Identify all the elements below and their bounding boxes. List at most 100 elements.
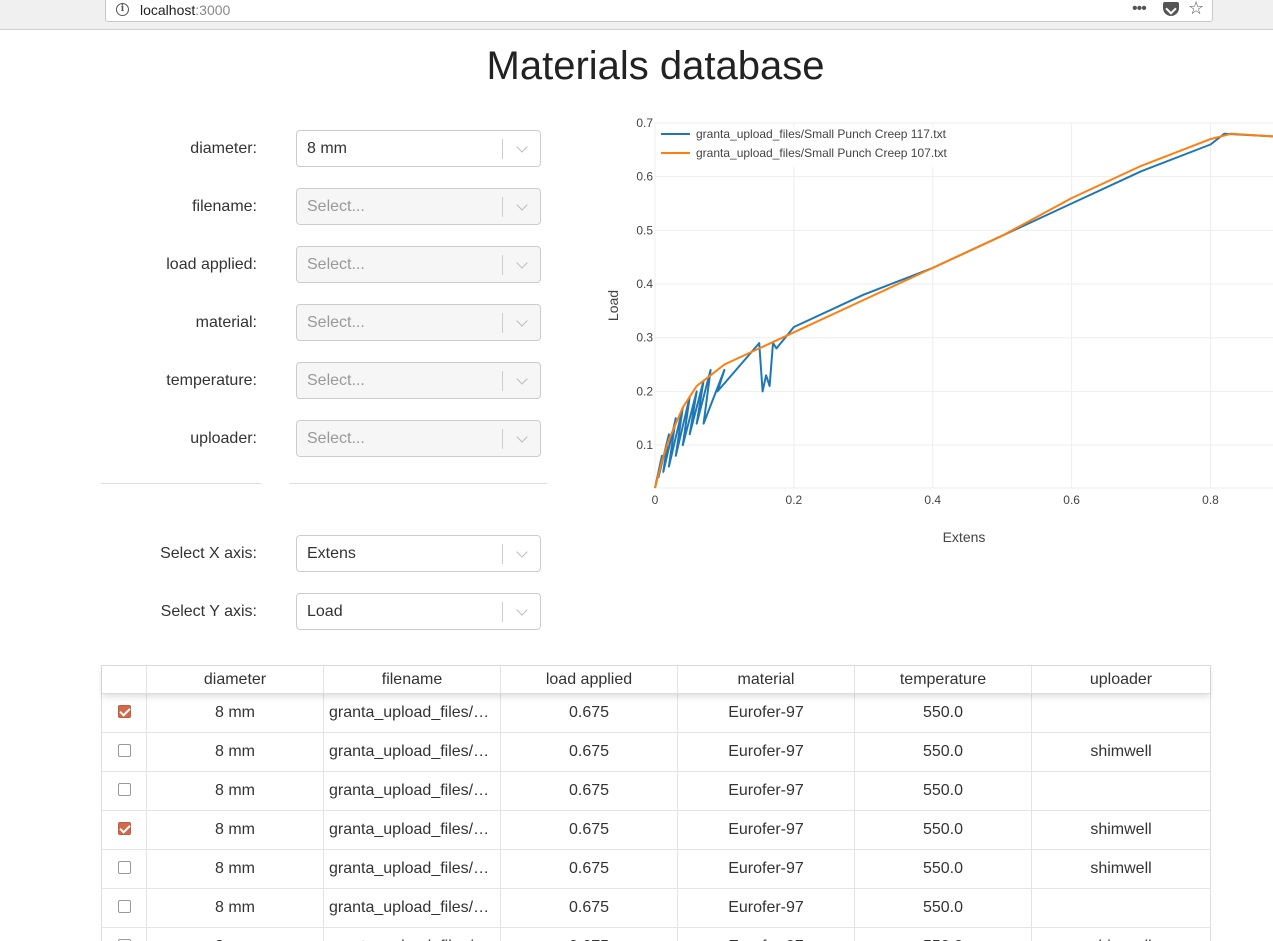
cell-uploader: shimwell <box>1090 860 1152 877</box>
cell-material: Eurofer-97 <box>678 772 855 810</box>
series-line-2[interactable] <box>654 132 1273 489</box>
column-header-material[interactable]: material <box>678 666 855 693</box>
column-header-filename[interactable]: filename <box>324 666 501 693</box>
cell-filename: granta_upload_files/… <box>324 928 501 941</box>
load-applied-dropdown[interactable]: Select... <box>296 246 541 283</box>
series-line-1[interactable] <box>654 132 1273 489</box>
cell-temperature: 550.0 <box>855 772 1032 810</box>
chevron-down-icon[interactable] <box>516 546 528 558</box>
pocket-icon[interactable] <box>1163 2 1179 16</box>
dropdown-separator <box>502 139 503 159</box>
cell-load: 0.675 <box>501 694 678 732</box>
diameter-dropdown[interactable]: 8 mm <box>296 130 541 167</box>
more-icon[interactable]: ••• <box>1132 0 1147 17</box>
divider <box>290 483 547 484</box>
y-tick-label: 0.1 <box>636 438 653 452</box>
cell-diameter: 8 mm <box>147 928 324 941</box>
cell-diameter: 8 mm <box>147 889 324 927</box>
chevron-down-icon[interactable] <box>516 431 528 443</box>
temperature-dropdown[interactable]: Select... <box>296 362 541 399</box>
row-checkbox[interactable] <box>117 704 131 718</box>
temperature-label: temperature: <box>166 372 257 389</box>
chevron-down-icon[interactable] <box>516 141 528 153</box>
row-checkbox[interactable] <box>117 821 131 835</box>
material-value: Select... <box>307 314 365 331</box>
url-text[interactable]: localhost:3000 <box>140 2 230 18</box>
cell-temperature: 550.0 <box>855 928 1032 941</box>
column-header-uploader[interactable]: uploader <box>1089 671 1153 688</box>
dropdown-separator <box>502 602 503 622</box>
y-axis-label: Select Y axis: <box>160 603 257 620</box>
cell-material: Eurofer-97 <box>678 694 855 732</box>
cell-uploader: shimwell <box>1032 928 1210 941</box>
row-select-cell <box>102 772 147 810</box>
row-checkbox[interactable] <box>117 860 131 874</box>
y-tick-label: 0.3 <box>636 331 653 345</box>
material-label: material: <box>195 314 257 331</box>
diameter-label: diameter: <box>190 140 257 157</box>
url-host: localhost <box>140 2 196 18</box>
cell-filename: granta_upload_files/… <box>324 733 501 771</box>
address-bar[interactable]: i localhost:3000 ••• ☆ <box>105 0 1213 22</box>
row-checkbox[interactable] <box>117 938 131 941</box>
cell-temperature: 550.0 <box>855 889 1032 927</box>
dropdown-separator <box>502 313 503 333</box>
y-tick-label: 0.5 <box>636 223 653 237</box>
cell-temperature: 550.0 <box>855 733 1032 771</box>
page-title: Materials database <box>486 44 825 88</box>
cell-diameter: 8 mm <box>147 694 324 732</box>
uploader-dropdown[interactable]: Select... <box>296 420 541 457</box>
cell-material: Eurofer-97 <box>678 733 855 771</box>
dropdown-separator <box>502 197 503 217</box>
row-select-cell <box>102 733 147 771</box>
cell-uploader <box>1032 772 1210 810</box>
row-checkbox[interactable] <box>117 782 131 796</box>
column-header-diameter[interactable]: diameter <box>147 666 324 693</box>
y-axis-value: Load <box>307 603 343 620</box>
cell-filename: granta_upload_files/… <box>324 811 501 849</box>
chevron-down-icon[interactable] <box>516 315 528 327</box>
load-applied-label: load applied: <box>166 256 257 273</box>
x-tick-label: 0.2 <box>786 493 803 507</box>
chevron-down-icon[interactable] <box>516 257 528 269</box>
material-dropdown[interactable]: Select... <box>296 304 541 341</box>
bookmark-star-icon[interactable]: ☆ <box>1188 0 1205 18</box>
load-extens-chart[interactable]: 0 0.2 0.4 0.6 0.8 0.1 0.2 0.3 0.4 0.5 0.6 0.7 granta… <box>600 115 1273 555</box>
x-tick-label: 0.6 <box>1063 493 1080 507</box>
filename-dropdown[interactable]: Select... <box>296 188 541 225</box>
y-tick-label: 0.4 <box>636 277 653 291</box>
chevron-down-icon[interactable] <box>516 199 528 211</box>
uploader-label: uploader: <box>190 430 257 447</box>
table-row[interactable]: 8 mmgranta_upload_files/…0.675Eurofer-97… <box>102 928 1210 941</box>
cell-uploader: shimwell <box>1090 821 1152 838</box>
url-port: :3000 <box>195 2 231 18</box>
column-header-load-applied[interactable]: load applied <box>501 666 678 693</box>
row-select-cell <box>102 928 147 941</box>
row-select-cell <box>102 889 147 927</box>
cell-filename: granta_upload_files/… <box>324 694 501 732</box>
row-checkbox[interactable] <box>117 899 131 913</box>
cell-temperature: 550.0 <box>855 694 1032 732</box>
x-axis-dropdown[interactable]: Extens <box>296 535 541 572</box>
info-icon[interactable]: i <box>116 3 129 16</box>
y-tick-label: 0.2 <box>636 384 653 398</box>
cell-load: 0.675 <box>501 850 678 888</box>
load-applied-value: Select... <box>307 256 365 273</box>
browser-toolbar: i localhost:3000 ••• ☆ <box>0 0 1273 30</box>
y-axis-dropdown[interactable]: Load <box>296 593 541 630</box>
cell-uploader <box>1032 694 1210 732</box>
cell-material: Eurofer-97 <box>678 850 855 888</box>
row-checkbox[interactable] <box>117 743 131 757</box>
column-header-temperature[interactable]: temperature <box>855 666 1032 693</box>
cell-filename: granta_upload_files/… <box>324 850 501 888</box>
legend-entry[interactable]: granta_upload_files/Small Punch Creep 10… <box>696 146 947 160</box>
legend-entry[interactable]: granta_upload_files/Small Punch Creep 11… <box>696 127 947 141</box>
chevron-down-icon[interactable] <box>516 373 528 385</box>
chevron-down-icon[interactable] <box>516 604 528 616</box>
